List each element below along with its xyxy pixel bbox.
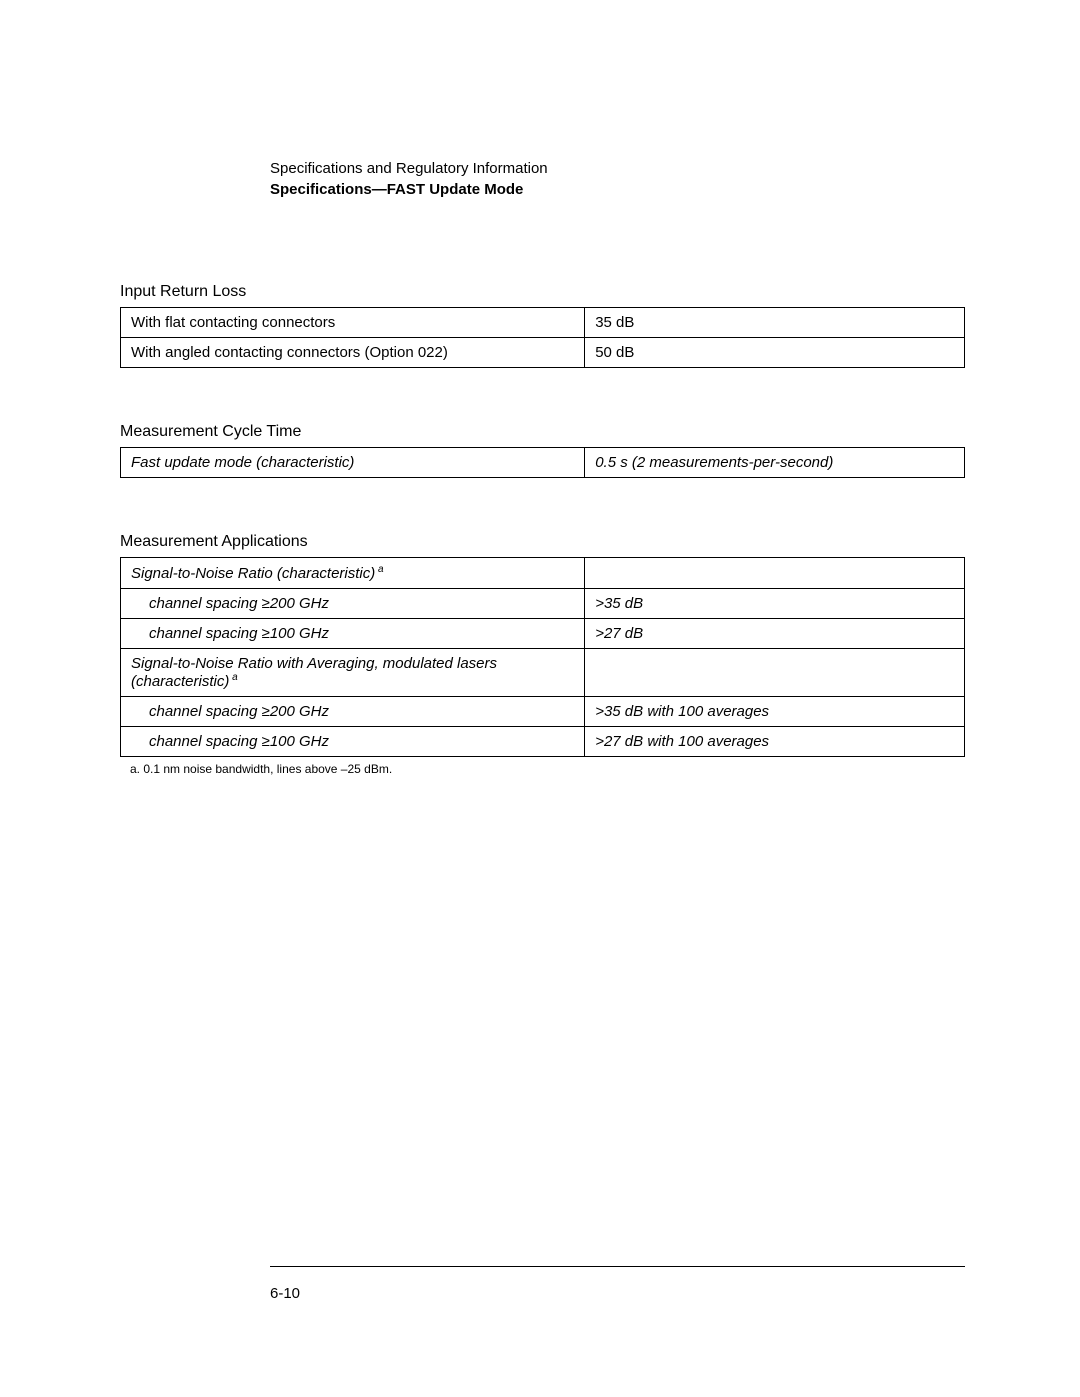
section-title: Measurement Cycle Time [120,423,965,441]
table-footnote: a. 0.1 nm noise bandwidth, lines above –… [130,762,965,776]
spec-value: >35 dB with 100 averages [585,697,965,727]
spec-value: 0.5 s (2 measurements-per-second) [585,448,965,478]
spec-value-empty [585,649,965,697]
table-row: Fast update mode (characteristic) 0.5 s … [121,448,965,478]
table-row: channel spacing ≥200 GHz >35 dB [121,589,965,619]
header-title: Specifications—FAST Update Mode [270,181,965,198]
spec-label: channel spacing ≥100 GHz [121,727,585,757]
section-input-return-loss: Input Return Loss With flat contacting c… [120,283,965,368]
table-input-return-loss: With flat contacting connectors 35 dB Wi… [120,307,965,368]
spec-label: With angled contacting connectors (Optio… [121,338,585,368]
spec-label: Signal-to-Noise Ratio (characteristic) a [121,558,585,589]
footnote-ref: a [375,564,383,575]
table-row: With angled contacting connectors (Optio… [121,338,965,368]
table-row: channel spacing ≥100 GHz >27 dB [121,619,965,649]
table-row: channel spacing ≥200 GHz >35 dB with 100… [121,697,965,727]
table-row: Signal-to-Noise Ratio with Averaging, mo… [121,649,965,697]
group-header-text: Signal-to-Noise Ratio (characteristic [131,565,370,582]
section-measurement-applications: Measurement Applications Signal-to-Noise… [120,533,965,776]
page-number: 6-10 [270,1285,300,1302]
spec-label: channel spacing ≥200 GHz [121,589,585,619]
spec-value: >35 dB [585,589,965,619]
spec-value: >27 dB [585,619,965,649]
page-footer: 6-10 [270,1266,965,1302]
spec-label: channel spacing ≥100 GHz [121,619,585,649]
spec-value: >27 dB with 100 averages [585,727,965,757]
spec-label: Fast update mode (characteristic) [121,448,585,478]
spec-value-empty [585,558,965,589]
table-measurement-cycle-time: Fast update mode (characteristic) 0.5 s … [120,447,965,478]
table-row: Signal-to-Noise Ratio (characteristic) a [121,558,965,589]
group-header-text: Signal-to-Noise Ratio with Averaging, mo… [131,655,497,690]
spec-label: channel spacing ≥200 GHz [121,697,585,727]
spec-label: With flat contacting connectors [121,308,585,338]
section-title: Input Return Loss [120,283,965,301]
section-title: Measurement Applications [120,533,965,551]
header-subtitle: Specifications and Regulatory Informatio… [270,160,965,177]
spec-value: 35 dB [585,308,965,338]
table-row: channel spacing ≥100 GHz >27 dB with 100… [121,727,965,757]
section-measurement-cycle-time: Measurement Cycle Time Fast update mode … [120,423,965,478]
page-header: Specifications and Regulatory Informatio… [270,160,965,198]
spec-value: 50 dB [585,338,965,368]
spec-label: Signal-to-Noise Ratio with Averaging, mo… [121,649,585,697]
table-row: With flat contacting connectors 35 dB [121,308,965,338]
footnote-ref: a [229,672,237,683]
table-measurement-applications: Signal-to-Noise Ratio (characteristic) a… [120,557,965,757]
